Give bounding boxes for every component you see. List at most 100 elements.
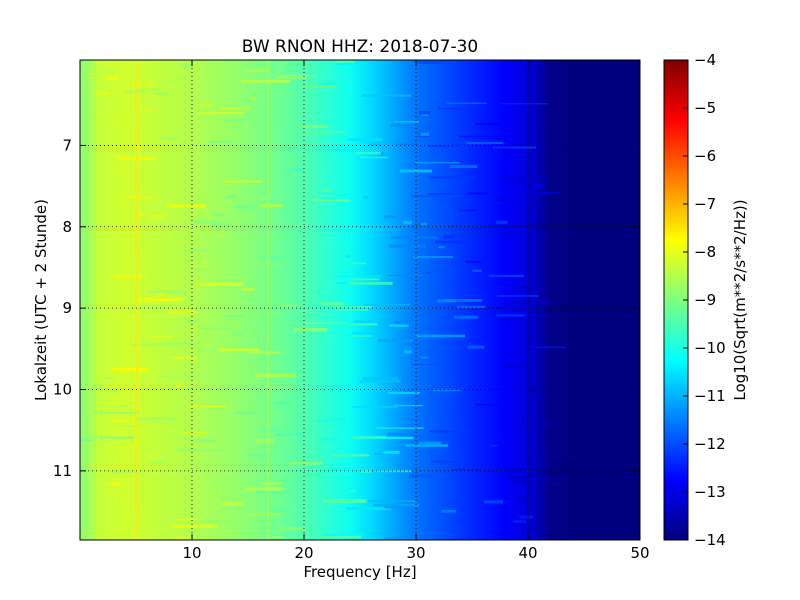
plot-area: 10 20 30 40 50 7 8 9 10 11 xyxy=(53,59,650,562)
spectrogram-streak xyxy=(150,215,165,218)
spectrogram-streak xyxy=(209,141,233,144)
x-tick-label: 30 xyxy=(406,544,425,562)
spectrogram-streak xyxy=(520,475,567,477)
spectrogram-streak xyxy=(361,94,411,97)
spectrogram-streak xyxy=(181,431,207,433)
spectrogram-streak xyxy=(450,164,478,169)
spectrogram-streak xyxy=(420,132,430,137)
colorbar-tick-label: −11 xyxy=(694,387,726,405)
spectrogram-streak xyxy=(516,144,544,146)
spectrogram-line xyxy=(267,60,269,540)
spectrogram-streak xyxy=(467,192,489,195)
spectrogram-streak xyxy=(431,460,467,463)
spectrogram-streak xyxy=(467,345,485,349)
spectrogram-streak xyxy=(99,390,120,392)
spectrogram-streak xyxy=(177,448,224,452)
spectrogram-streak xyxy=(421,114,429,116)
colorbar-tick-label: −10 xyxy=(694,339,726,357)
spectrogram-streak xyxy=(176,536,190,539)
spectrogram-streak xyxy=(429,430,471,433)
spectrogram-streak xyxy=(331,306,372,308)
spectrogram-streak xyxy=(348,281,393,285)
spectrogram-streak xyxy=(438,107,483,110)
spectrogram-streak xyxy=(466,142,504,145)
spectrogram-streak xyxy=(199,111,244,114)
spectrogram-streak xyxy=(426,272,432,274)
spectrogram-streak xyxy=(323,499,367,503)
spectrogram-streak xyxy=(95,92,109,95)
spectrogram-streak xyxy=(247,514,283,516)
y-tick-label: 7 xyxy=(62,136,72,154)
spectrogram-streak xyxy=(475,122,503,126)
spectrogram-streak xyxy=(348,138,382,141)
x-axis-label: Frequency [Hz] xyxy=(303,563,416,581)
spectrogram-streak xyxy=(413,256,453,258)
spectrogram-streak xyxy=(320,437,341,440)
spectrogram-streak xyxy=(399,169,433,173)
spectrogram-streak xyxy=(501,103,549,105)
spectrogram-streak xyxy=(113,275,146,278)
spectrogram-streak xyxy=(283,147,299,149)
spectrogram-streak xyxy=(213,481,219,483)
spectrogram-streak xyxy=(195,104,214,106)
spectrogram-streak xyxy=(314,291,323,293)
spectrogram-streak xyxy=(335,308,368,311)
spectrogram-streak xyxy=(228,505,235,508)
spectrogram-streak xyxy=(418,135,431,138)
x-axis-ticks: 10 20 30 40 50 xyxy=(182,60,650,562)
spectrogram-streak xyxy=(246,454,273,456)
spectrogram-streak xyxy=(412,195,461,197)
spectrogram-streak xyxy=(459,135,498,138)
colorbar-tick-label: −14 xyxy=(694,531,726,549)
spectrogram-streak xyxy=(394,321,402,324)
spectrogram-streak xyxy=(352,406,397,408)
spectrogram-streak xyxy=(234,411,256,414)
y-axis-ticks: 7 8 9 10 11 xyxy=(53,136,640,480)
spectrogram-streak xyxy=(351,332,368,335)
spectrogram-streak xyxy=(507,476,527,479)
spectrogram-streak xyxy=(428,145,468,148)
colorbar-tick-label: −12 xyxy=(694,435,726,453)
spectrogram-streak xyxy=(465,260,482,263)
spectrogram-streak xyxy=(394,121,419,123)
spectrogram-streak xyxy=(383,451,400,454)
spectrogram-streak xyxy=(336,281,350,284)
spectrogram-streak xyxy=(332,454,369,457)
spectrogram-streak xyxy=(348,489,356,492)
spectrogram-streak xyxy=(351,278,380,281)
spectrogram-streak xyxy=(345,255,351,258)
x-tick-label: 20 xyxy=(294,544,313,562)
spectrogram-streak xyxy=(195,282,244,286)
spectrogram-streak xyxy=(175,384,185,388)
spectrogram-streak xyxy=(314,420,335,422)
spectrogram-streak xyxy=(245,69,268,72)
spectrogram-streak xyxy=(85,464,129,467)
spectrogram-streak xyxy=(443,235,455,239)
spectrogram-streaks xyxy=(80,60,581,540)
spectrogram-streak xyxy=(259,204,283,208)
spectrogram-streak xyxy=(131,343,179,347)
spectrogram-streak xyxy=(387,391,420,394)
spectrogram-streak xyxy=(390,124,417,127)
spectrogram-streak xyxy=(138,298,184,301)
spectrogram-streak xyxy=(475,403,498,406)
spectrogram-streak xyxy=(428,176,477,179)
spectrogram-streak xyxy=(524,482,560,485)
spectrogram-streak xyxy=(537,192,559,195)
spectrogram-line xyxy=(136,60,138,540)
spectrogram-streak xyxy=(261,256,283,259)
spectrogram-streak xyxy=(128,84,156,86)
spectrogram-streak xyxy=(223,119,257,121)
spectrogram-streak xyxy=(335,275,382,277)
spectrogram-streak xyxy=(262,482,282,485)
spectrogram-streak xyxy=(273,535,283,538)
spectrogram-streak xyxy=(129,305,172,309)
spectrogram-streak xyxy=(405,444,449,447)
spectrogram-streak xyxy=(496,220,508,225)
spectrogram-streak xyxy=(199,327,233,330)
spectrogram-streak xyxy=(136,417,177,421)
spectrogram-streak xyxy=(438,246,445,249)
spectrogram-streak xyxy=(299,125,329,129)
spectrogram-streak xyxy=(278,304,300,307)
